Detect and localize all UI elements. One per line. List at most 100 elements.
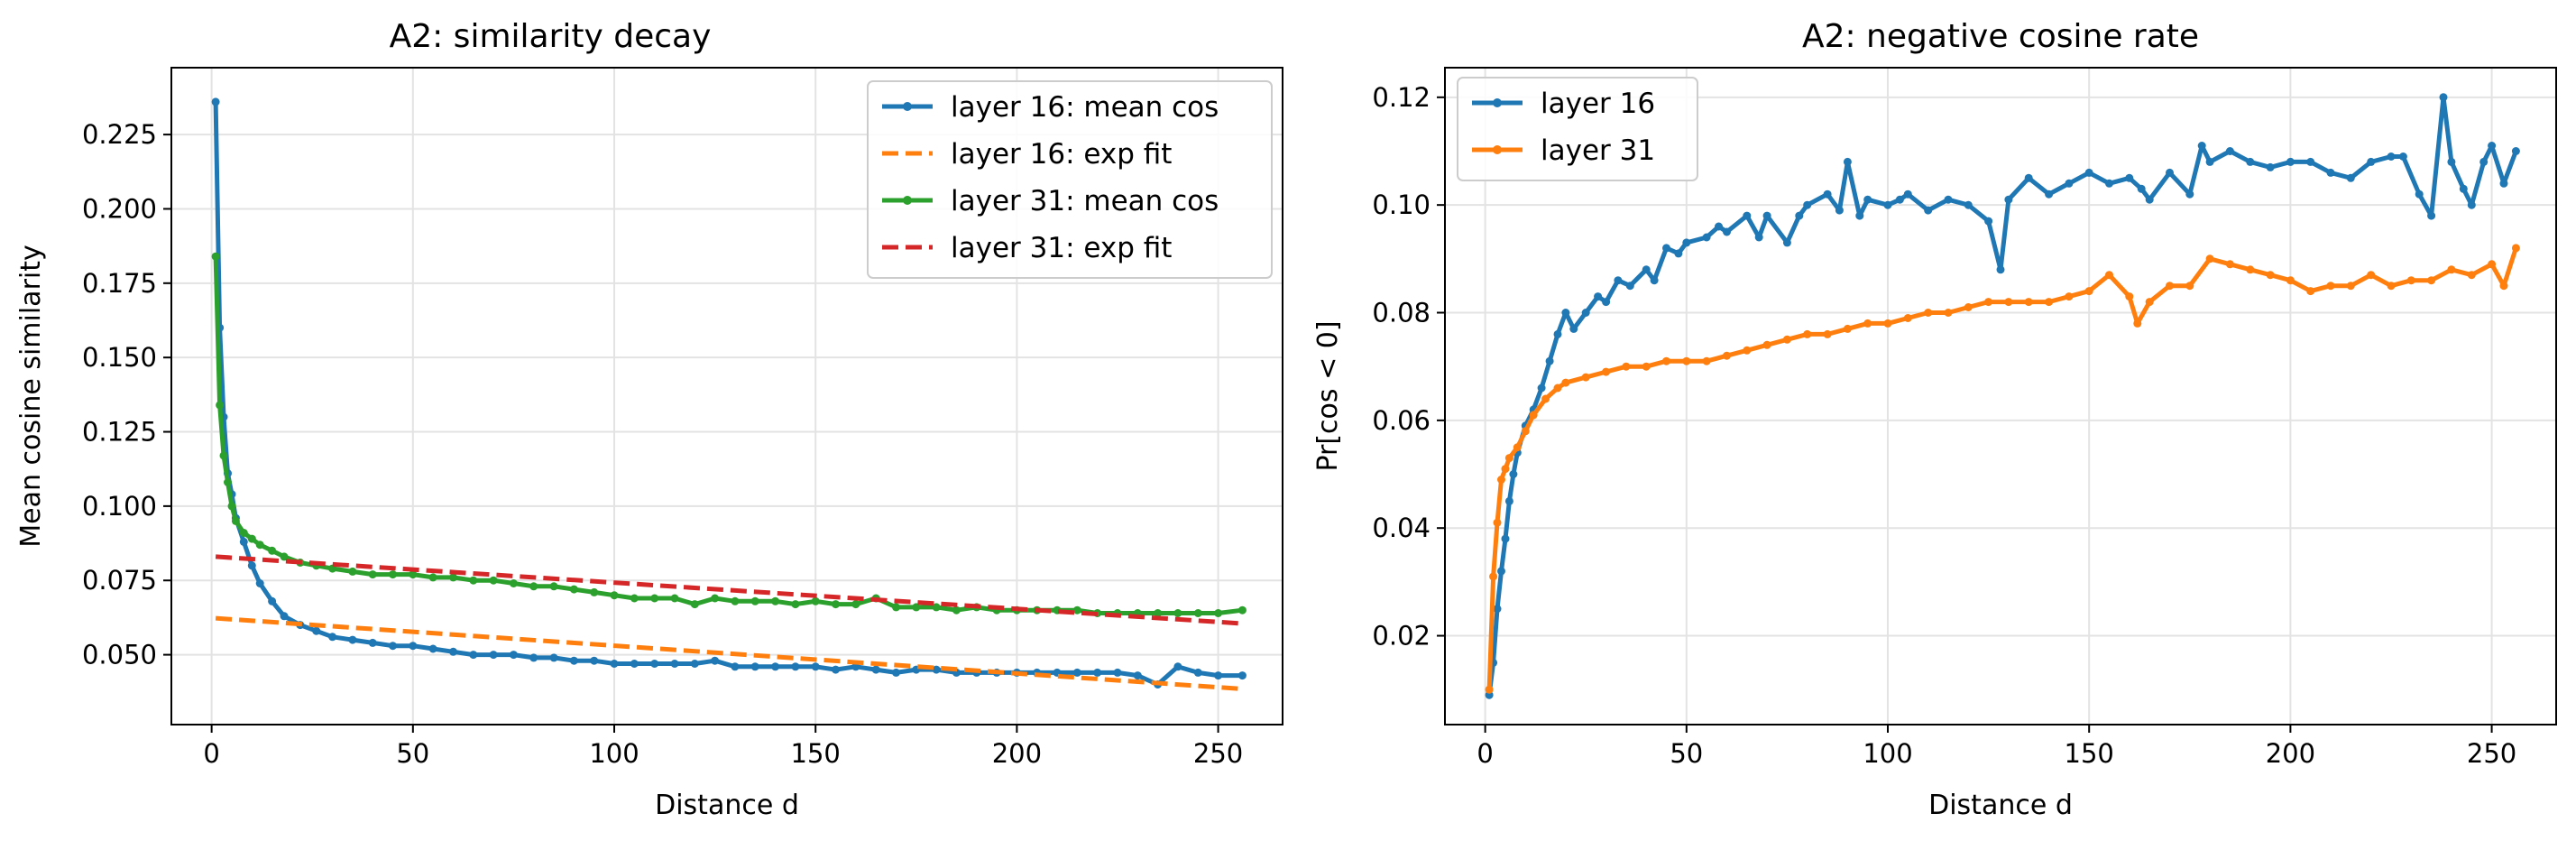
data-point (328, 633, 337, 642)
legend: layer 16 layer 31 (1457, 77, 1698, 181)
data-point (1782, 238, 1791, 247)
data-point (1702, 356, 1711, 365)
data-point (1093, 668, 1102, 677)
data-point (1489, 572, 1498, 581)
data-point (1561, 309, 1570, 317)
data-point (1529, 411, 1538, 420)
data-point (1154, 609, 1163, 617)
data-point (1650, 276, 1659, 285)
data-point (1521, 427, 1530, 436)
data-point (449, 573, 457, 582)
legend-marker (903, 102, 912, 111)
data-point (1843, 324, 1852, 333)
y-axis-ticks: 0.050 0.075 0.100 0.125 0.150 0.175 0.200 0.225 (82, 119, 171, 670)
plot-frame (170, 67, 1283, 725)
data-point (1493, 518, 1502, 527)
data-point (2326, 282, 2335, 291)
legend-marker (1493, 98, 1502, 107)
legend-label: layer 31: mean cos (951, 185, 1219, 217)
data-point (348, 567, 357, 576)
data-point (312, 626, 321, 635)
data-point (1594, 292, 1603, 301)
x-tick-label: 200 (992, 738, 1042, 769)
data-point (1497, 476, 1505, 484)
data-point (231, 516, 240, 525)
data-point (368, 570, 377, 579)
data-point (2511, 244, 2520, 253)
legend-item-layer-31: layer 31 (1472, 134, 1655, 167)
data-point (255, 579, 264, 587)
data-point (1996, 265, 2005, 274)
data-point (771, 662, 780, 671)
x-tick-label: 50 (396, 738, 429, 769)
data-point (1614, 276, 1623, 285)
data-point (1782, 335, 1791, 344)
data-point (1944, 195, 1953, 204)
y-tick-label: 0.12 (1372, 82, 1431, 113)
data-point (549, 582, 558, 591)
data-point (2499, 282, 2508, 291)
data-point (1863, 319, 1872, 328)
y-tick-label: 0.150 (82, 342, 157, 373)
data-point (1743, 211, 1752, 220)
data-point (1113, 668, 1122, 677)
data-point (1537, 384, 1546, 393)
x-axis-label: Distance d (655, 790, 799, 821)
data-point (590, 587, 599, 596)
data-point (247, 534, 256, 543)
data-point (932, 665, 941, 674)
data-point (1803, 329, 1812, 338)
data-point (2488, 142, 2497, 150)
data-point (239, 537, 248, 546)
data-point (1743, 346, 1752, 355)
data-point (2166, 282, 2174, 291)
data-point (2286, 157, 2295, 166)
data-point (1541, 394, 1550, 403)
data-point (2065, 179, 2074, 188)
data-point (428, 644, 437, 653)
series-layer-16-exp-fit (215, 615, 1243, 691)
data-point (750, 596, 759, 605)
data-point (2185, 282, 2194, 291)
x-tick-label: 100 (1863, 738, 1912, 769)
data-point (1682, 238, 1691, 247)
data-point (1984, 298, 1993, 307)
data-point (2145, 298, 2154, 307)
data-point (2398, 152, 2407, 161)
data-point (1903, 189, 1912, 199)
data-point (871, 665, 880, 674)
data-point (211, 97, 220, 106)
data-point (711, 594, 720, 603)
data-point (2105, 179, 2113, 188)
data-point (2137, 184, 2146, 193)
data-point (1493, 605, 1502, 614)
data-point (690, 660, 699, 668)
x-axis-label: Distance d (1928, 790, 2073, 821)
data-point (2415, 189, 2424, 199)
data-point (2427, 211, 2436, 220)
series-layer-31-exp-fit (215, 554, 1243, 626)
negative-cosine-rate-chart: A2: negative cosine rate 0 50 100 150 200 250… (1312, 18, 2557, 821)
legend-marker (1493, 145, 1502, 154)
data-point (1553, 329, 1562, 338)
data-point (2346, 173, 2355, 182)
legend-label: layer 16: mean cos (951, 91, 1219, 124)
data-point (690, 600, 699, 609)
data-point (731, 596, 740, 605)
data-point (469, 576, 478, 585)
x-tick-label: 250 (2467, 738, 2516, 769)
x-tick-label: 100 (589, 738, 639, 769)
data-point (489, 576, 498, 585)
data-point (1602, 367, 1611, 376)
legend-label: layer 16: exp fit (951, 138, 1172, 171)
x-axis-ticks: 0 50 100 150 200 250 (203, 725, 1243, 769)
y-tick-label: 0.100 (82, 491, 157, 522)
data-point (2065, 292, 2074, 301)
data-point (1843, 157, 1852, 166)
data-point (1723, 351, 1731, 360)
data-point (2266, 162, 2275, 171)
data-point (1497, 567, 1505, 576)
x-tick-label: 50 (1670, 738, 1703, 769)
data-point (1561, 378, 1570, 387)
y-axis-ticks: 0.02 0.04 0.06 0.08 0.10 0.12 (1372, 82, 1445, 652)
